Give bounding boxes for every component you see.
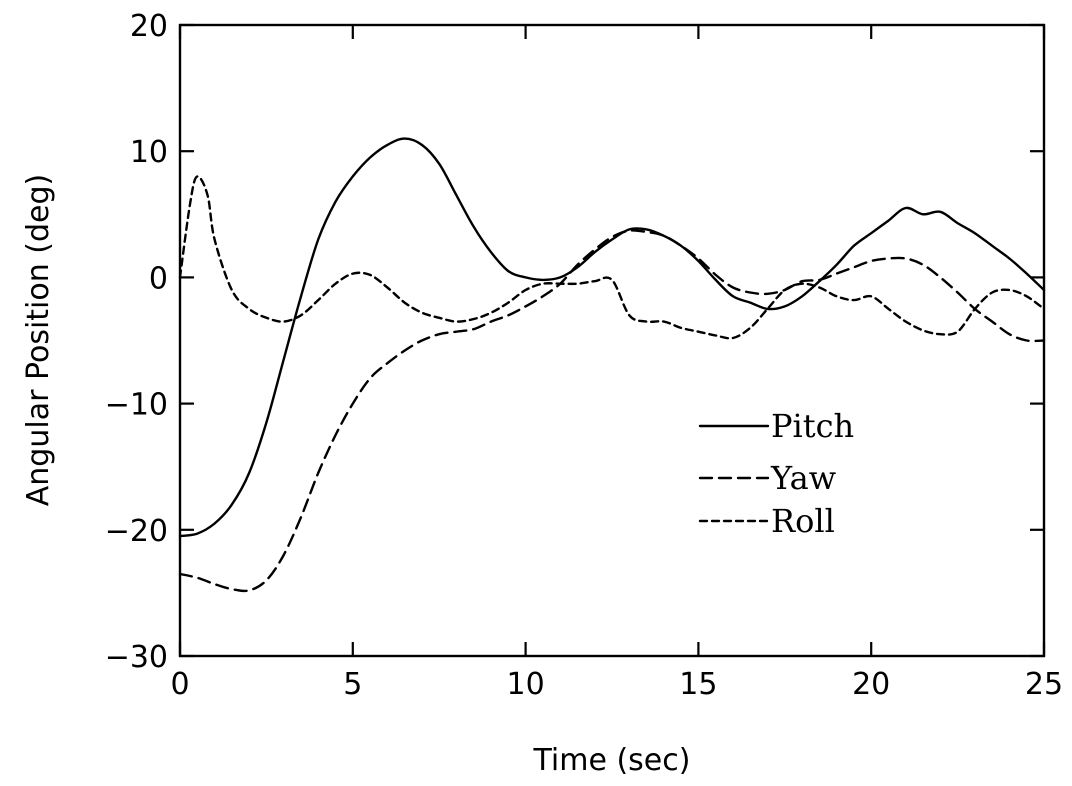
series-lines bbox=[178, 137, 1046, 593]
y-tick-label: 0 bbox=[149, 261, 168, 296]
x-tick-label: 25 bbox=[1025, 667, 1063, 702]
legend-label-pitch: Pitch bbox=[771, 407, 854, 445]
x-tick-label: 5 bbox=[343, 667, 362, 702]
axis-frame bbox=[178, 23, 1046, 658]
legend-label-yaw: Yaw bbox=[770, 459, 836, 497]
x-tick-label: 15 bbox=[679, 667, 717, 702]
y-axis-label: Angular Position (deg) bbox=[21, 174, 56, 506]
x-tick-label: 20 bbox=[852, 667, 890, 702]
legend: Pitch Yaw Roll bbox=[698, 407, 854, 540]
y-tick-label: −10 bbox=[105, 388, 168, 423]
series-line-yaw bbox=[178, 229, 1046, 593]
y-tick-label: 10 bbox=[130, 135, 168, 170]
axis-ticks: 0 5 10 15 20 25 −30 −20 −10 0 10 20 bbox=[105, 9, 1063, 702]
x-tick-label: 0 bbox=[170, 667, 189, 702]
y-tick-label: −20 bbox=[105, 514, 168, 549]
y-tick-label: 20 bbox=[130, 9, 168, 44]
series-line-pitch bbox=[178, 137, 1046, 538]
legend-label-roll: Roll bbox=[771, 502, 835, 540]
y-tick-label: −30 bbox=[105, 640, 168, 675]
x-axis-label: Time (sec) bbox=[533, 743, 691, 778]
x-tick-label: 10 bbox=[507, 667, 545, 702]
series-line-roll bbox=[178, 175, 1046, 340]
